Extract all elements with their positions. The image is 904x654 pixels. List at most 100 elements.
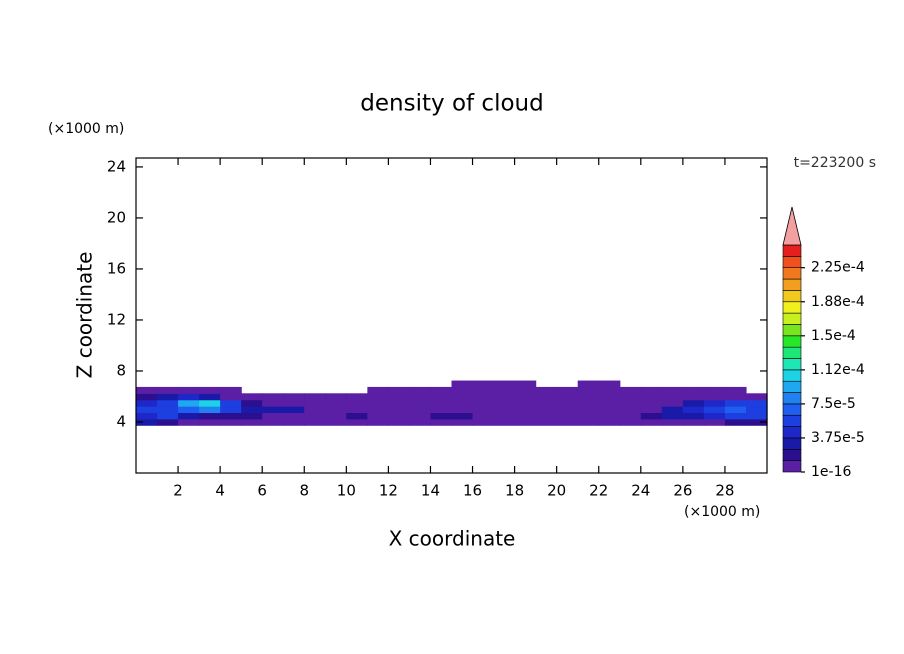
contour-cell [430, 406, 453, 414]
contour-cell [325, 418, 347, 426]
contour-cell [661, 399, 684, 407]
colorbar-band [782, 244, 802, 257]
contour-cell [661, 386, 684, 394]
contour-cell [157, 386, 179, 394]
contour-cell [493, 418, 516, 426]
x-axis-label: X coordinate [389, 527, 516, 551]
x-tick-label: 28 [715, 482, 734, 500]
contour-cell [346, 406, 368, 414]
contour-cell [241, 406, 263, 414]
y-tick-label: 16 [107, 259, 126, 277]
contour-cell [493, 393, 516, 401]
contour-cell [283, 418, 305, 426]
contour-cell [451, 412, 474, 420]
contour-cell [262, 406, 284, 414]
contour-cell [745, 418, 768, 426]
contour-cell [388, 406, 411, 414]
contour-cell [241, 412, 263, 420]
colorbar-band [782, 346, 802, 359]
colorbar-tick-label: 7.5e-5 [811, 396, 856, 412]
x-tick-label: 4 [215, 482, 225, 500]
contour-cell [178, 393, 200, 401]
x-tick-label: 22 [589, 482, 608, 500]
colorbar-band [782, 460, 802, 473]
contour-cell [283, 399, 305, 407]
contour-cell [367, 406, 389, 414]
x-tick-label: 8 [299, 482, 309, 500]
contour-cell [409, 386, 432, 394]
contour-cell [682, 393, 705, 401]
contour-cell [640, 418, 663, 426]
contour-cell [640, 406, 663, 414]
contour-cell [556, 412, 579, 420]
contour-cell [493, 412, 516, 420]
contour-cell [577, 406, 600, 414]
contour-cell [745, 393, 768, 401]
contour-cell [136, 399, 158, 407]
contour-cell [136, 418, 158, 426]
contour-cell [367, 386, 389, 394]
contour-cell [682, 406, 705, 414]
contour-cell [556, 418, 579, 426]
contour-cell [220, 418, 242, 426]
contour-cell [535, 393, 558, 401]
contour-cell [682, 399, 705, 407]
contour-cell [640, 399, 663, 407]
colorbar-tick-label: 1e-16 [811, 464, 851, 480]
contour-cell [724, 393, 747, 401]
contour-cell [388, 418, 411, 426]
contour-cell [514, 406, 537, 414]
contour-cell [178, 418, 200, 426]
y-tick-label: 8 [116, 361, 126, 379]
contour-cell [598, 399, 621, 407]
y-tick-label: 4 [116, 412, 126, 430]
contour-cell [493, 399, 516, 407]
contour-cell [577, 412, 600, 420]
contour-cell [514, 386, 537, 394]
contour-cell [577, 393, 600, 401]
contour-cell [703, 406, 726, 414]
contour-cell [304, 393, 326, 401]
colorbar-tick-label: 1.88e-4 [811, 294, 865, 310]
contour-cell [346, 399, 368, 407]
contour-cell [661, 418, 684, 426]
contour-cell [409, 399, 432, 407]
contour-cell [388, 393, 411, 401]
contour-cell [451, 418, 474, 426]
chart-title: density of cloud [360, 91, 543, 117]
contour-cell [325, 399, 347, 407]
contour-cell [619, 406, 642, 414]
contour-cell [724, 406, 747, 414]
x-tick-label: 16 [463, 482, 482, 500]
contour-cell [724, 418, 747, 426]
contour-cell [451, 380, 474, 388]
colorbar-band [782, 256, 802, 269]
contour-cell [220, 412, 242, 420]
contour-cell [640, 386, 663, 394]
colorbar-band [782, 380, 802, 393]
contour-cell [157, 399, 179, 407]
x-tick-label: 24 [631, 482, 650, 500]
colorbar-band [782, 267, 802, 280]
contour-cell [199, 386, 221, 394]
x-tick-label: 26 [673, 482, 692, 500]
contour-cell [430, 418, 453, 426]
contour-cell [430, 399, 453, 407]
contour-cell [619, 393, 642, 401]
contour-cell [682, 418, 705, 426]
colorbar-band [782, 290, 802, 303]
contour-cell [304, 418, 326, 426]
colorbar-band [782, 324, 802, 337]
contour-cell [157, 418, 179, 426]
contour-cell [409, 412, 432, 420]
contour-cell [262, 393, 284, 401]
contour-cell [535, 418, 558, 426]
contour-cell [556, 399, 579, 407]
contour-cell [346, 418, 368, 426]
contour-cell [346, 393, 368, 401]
contour-cell [220, 406, 242, 414]
contour-cell [703, 418, 726, 426]
contour-cell [514, 399, 537, 407]
y-tick-label: 20 [107, 208, 126, 226]
contour-cell [619, 386, 642, 394]
